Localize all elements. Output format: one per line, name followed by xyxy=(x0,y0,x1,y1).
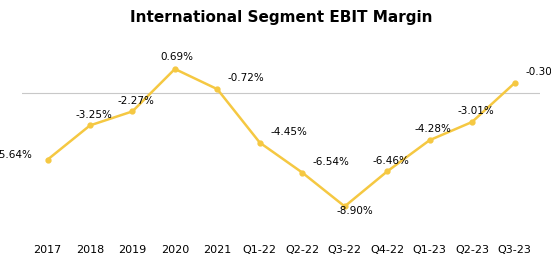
Text: -6.46%: -6.46% xyxy=(372,156,409,166)
Text: -2.27%: -2.27% xyxy=(117,96,154,106)
Title: International Segment EBIT Margin: International Segment EBIT Margin xyxy=(129,10,433,25)
Text: -0.72%: -0.72% xyxy=(228,73,264,83)
Text: -4.28%: -4.28% xyxy=(415,125,452,134)
Text: -4.45%: -4.45% xyxy=(271,127,307,137)
Text: -5.64%: -5.64% xyxy=(0,150,33,160)
Text: -3.01%: -3.01% xyxy=(457,106,494,116)
Text: -8.90%: -8.90% xyxy=(337,207,374,216)
Text: -6.54%: -6.54% xyxy=(313,157,350,167)
Text: -3.25%: -3.25% xyxy=(75,110,112,120)
Text: -0.30%: -0.30% xyxy=(525,67,551,78)
Text: 0.69%: 0.69% xyxy=(160,52,193,62)
